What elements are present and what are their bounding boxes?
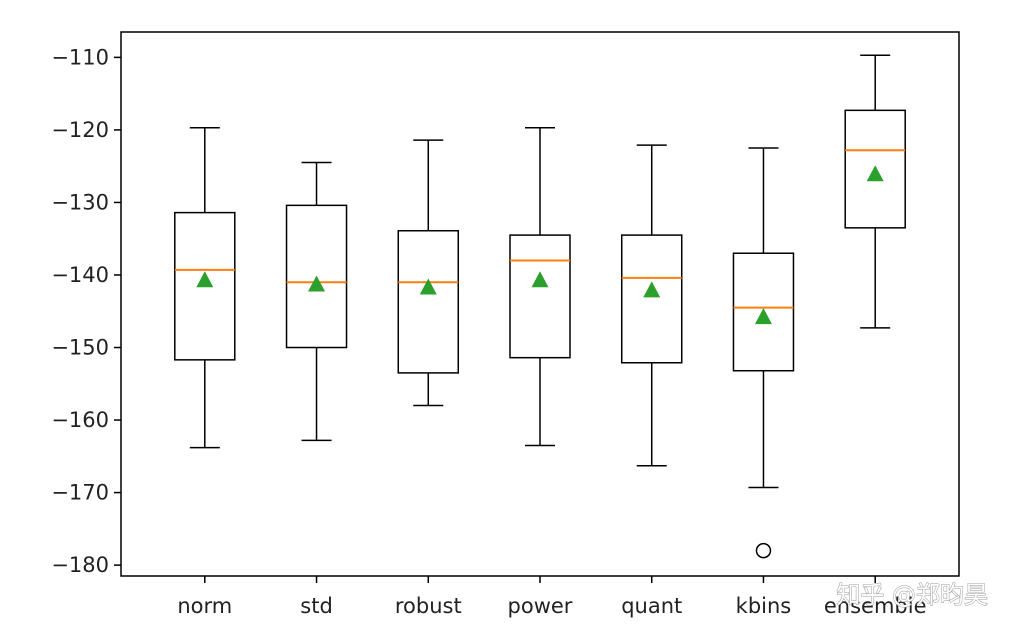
- x-tick-label-quant: quant: [621, 594, 682, 618]
- y-tick-label: −130: [51, 190, 109, 214]
- x-axis: norm std robust power quant kbins ensemble: [177, 576, 927, 618]
- box-iqr: [732, 252, 795, 372]
- box-kbins: [732, 147, 795, 559]
- box-iqr: [397, 229, 460, 374]
- watermark: 知乎 @郑昀昊: [836, 581, 988, 609]
- box-iqr: [174, 211, 236, 361]
- box-iqr: [844, 109, 906, 229]
- mean-marker: [531, 271, 549, 288]
- box-power: [509, 126, 571, 447]
- y-tick-label: −150: [51, 336, 109, 360]
- box-iqr: [620, 234, 683, 364]
- x-tick-label-kbins: kbins: [736, 594, 792, 618]
- x-tick-label-power: power: [508, 594, 573, 618]
- box-iqr: [285, 204, 348, 349]
- mean-marker: [866, 165, 884, 182]
- y-axis: −110 −120 −130 −140 −150 −160 −170 −180: [51, 45, 121, 577]
- y-tick-label: −140: [51, 263, 109, 287]
- x-tick-label-robust: robust: [395, 594, 462, 618]
- mean-marker: [308, 275, 326, 292]
- x-tick-label-norm: norm: [177, 594, 232, 618]
- mean-marker: [643, 281, 661, 298]
- y-tick-label: −110: [51, 45, 109, 69]
- y-tick-label: −120: [51, 118, 109, 142]
- box-ensemble: [844, 54, 906, 329]
- outlier-point: [755, 542, 772, 559]
- box-std: [285, 161, 348, 442]
- plot-frame: [120, 31, 960, 577]
- y-tick-label: −160: [51, 408, 109, 432]
- y-tick-label: −180: [51, 553, 109, 577]
- box-quant: [620, 144, 683, 467]
- mean-marker: [196, 271, 214, 288]
- box-robust: [397, 139, 460, 407]
- plot-area: [174, 54, 906, 559]
- box-iqr: [509, 234, 571, 359]
- x-tick-label-ensemble: ensemble: [824, 594, 927, 618]
- y-tick-label: −170: [51, 481, 109, 505]
- box-norm: [174, 126, 236, 449]
- mean-marker: [754, 308, 772, 325]
- x-tick-label-std: std: [300, 594, 333, 618]
- mean-marker: [419, 278, 437, 295]
